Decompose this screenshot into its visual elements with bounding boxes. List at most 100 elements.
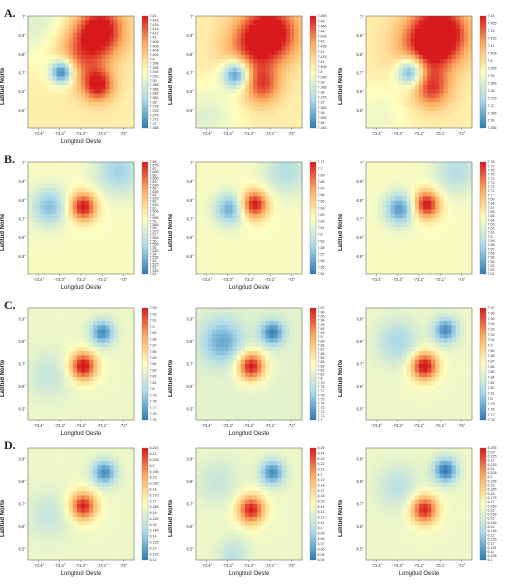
heatmap-cell <box>282 235 286 240</box>
heatmap-cell <box>97 205 101 210</box>
heatmap-cell <box>69 188 73 193</box>
heatmap-cell <box>65 33 69 38</box>
heatmap-cell <box>61 55 65 60</box>
heatmap-cell <box>427 196 431 201</box>
heatmap-cell <box>130 89 134 94</box>
heatmap-cell <box>81 25 85 30</box>
heatmap-cell <box>204 81 208 86</box>
heatmap-cell <box>294 205 298 210</box>
heatmap-cell <box>36 338 40 343</box>
heatmap-cell <box>294 171 298 176</box>
heatmap-cell <box>265 248 269 253</box>
heatmap-cell <box>366 244 370 249</box>
heatmap-cell <box>196 81 200 86</box>
heatmap-cell <box>427 59 431 64</box>
heatmap-cell <box>69 89 73 94</box>
heatmap-cell <box>366 55 370 60</box>
heatmap-cell <box>105 270 109 275</box>
heatmap-cell <box>298 124 302 129</box>
heatmap-cell <box>225 50 229 55</box>
heatmap-cell <box>415 68 419 73</box>
heatmap-cell <box>28 321 32 326</box>
heatmap-cell <box>220 98 224 103</box>
heatmap-cell <box>126 386 130 391</box>
heatmap-cell <box>273 227 277 232</box>
heatmap-cell <box>282 240 286 245</box>
heatmap-cell <box>65 20 69 25</box>
heatmap-cell <box>57 330 61 335</box>
heatmap-cell <box>216 184 220 189</box>
heatmap-cell <box>257 179 261 184</box>
heatmap-cell <box>253 171 257 176</box>
heatmap-cell <box>57 188 61 193</box>
heatmap-cell <box>105 46 109 51</box>
heatmap-cell <box>382 196 386 201</box>
heatmap-cell <box>415 218 419 223</box>
heatmap-cell <box>370 235 374 240</box>
heatmap-cell <box>464 179 468 184</box>
heatmap-cell <box>423 68 427 73</box>
heatmap-cell <box>468 59 472 64</box>
heatmap-cell <box>32 248 36 253</box>
heatmap-cells <box>28 16 134 128</box>
heatmap-cell <box>233 192 237 197</box>
heatmap-cell <box>200 16 204 21</box>
heatmap-cell <box>212 162 216 167</box>
heatmap-cell <box>286 46 290 51</box>
heatmap-cell <box>456 214 460 219</box>
heatmap-cell <box>220 184 224 189</box>
heatmap-cell <box>257 20 261 25</box>
heatmap-cell <box>28 184 32 189</box>
heatmap-cell <box>40 205 44 210</box>
heatmap-cell <box>237 214 241 219</box>
heatmap-cell <box>423 171 427 176</box>
heatmap-cell <box>85 377 89 382</box>
heatmap-cell <box>241 261 245 266</box>
heatmap-cell <box>52 355 56 360</box>
heatmap-cell <box>32 59 36 64</box>
heatmap-cell <box>290 257 294 262</box>
colorbar <box>480 16 486 128</box>
heatmap-cell <box>40 231 44 236</box>
colorbar-tick-label: 7.38 <box>488 89 495 93</box>
heatmap-cell <box>298 162 302 167</box>
heatmap-cell <box>378 227 382 232</box>
heatmap-cell <box>265 76 269 81</box>
heatmap-cell <box>97 321 101 326</box>
x-tick-label: -73.1° <box>435 277 447 282</box>
heatmap-cell <box>32 111 36 116</box>
heatmap-cell <box>265 231 269 236</box>
heatmap-cell <box>452 248 456 253</box>
heatmap-cell <box>57 184 61 189</box>
heatmap-cell <box>286 102 290 107</box>
heatmap-cell <box>65 124 69 129</box>
colorbar-tick-label: 7.43 <box>318 40 325 44</box>
heatmap-cell <box>36 377 40 382</box>
heatmap-cell <box>395 235 399 240</box>
heatmap-cell <box>374 89 378 94</box>
heatmap-cell <box>464 106 468 111</box>
heatmap-cell <box>395 257 399 262</box>
heatmap-cell <box>468 209 472 214</box>
heatmap-cell <box>196 59 200 64</box>
heatmap-cell <box>114 94 118 99</box>
heatmap-cell <box>118 205 122 210</box>
heatmap-cell <box>448 209 452 214</box>
heatmap-cell <box>399 209 403 214</box>
heatmap-cell <box>419 270 423 275</box>
heatmap-cell <box>229 25 233 30</box>
heatmap-cell <box>101 38 105 43</box>
heatmap-cell <box>370 209 374 214</box>
heatmap-cell <box>220 244 224 249</box>
heatmap-cell <box>73 330 77 335</box>
heatmap-cell <box>233 124 237 129</box>
heatmap-cell <box>130 330 134 335</box>
heatmap-cell <box>81 368 85 373</box>
colorbar-tick-label: 7.36 <box>318 111 325 115</box>
heatmap-cell <box>423 94 427 99</box>
heatmap-cell <box>378 166 382 171</box>
heatmap-cell <box>269 94 273 99</box>
heatmap-cell <box>407 85 411 90</box>
heatmap-cell <box>73 227 77 232</box>
heatmap-cell <box>464 46 468 51</box>
